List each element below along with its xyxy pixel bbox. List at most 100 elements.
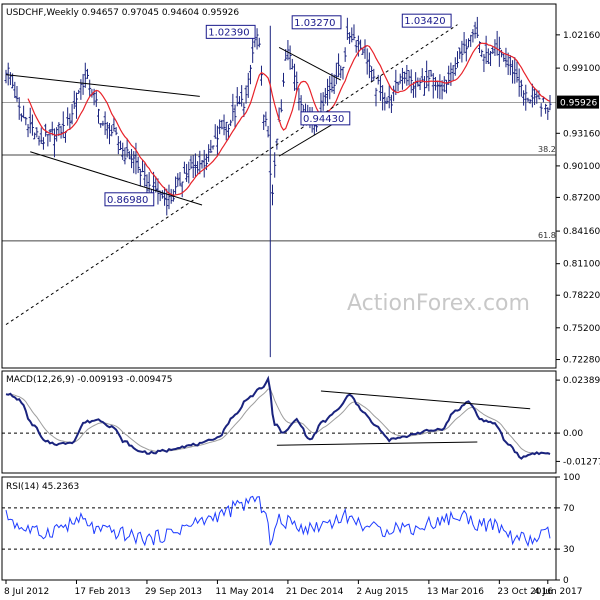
ohlc-bar [332,74,336,94]
ohlc-bar [35,127,39,138]
ohlc-bar [442,76,446,93]
ohlc-bar [110,125,114,137]
ohlc-bar [270,184,274,206]
ohlc-bar [229,119,233,127]
ohlc-bar [420,68,424,83]
ohlc-bar [141,159,145,173]
ohlc-bar [103,111,107,136]
ohlc-bar [328,76,332,100]
ohlc-bar [125,138,129,158]
price-tick-label: 0.99100 [563,64,600,74]
ohlc-bar [436,81,440,99]
ohlc-bar [330,73,334,93]
ohlc-bar [116,136,120,155]
macd-trend-line [276,441,478,446]
ohlc-bar [88,79,92,97]
ohlc-bar [334,62,338,85]
x-axis: 8 Jul 2012 17 Feb 2013 29 Sep 2013 11 May 2… [4,580,582,597]
rsi-title: RSI(14) 45.2363 [6,482,79,492]
price-tick-label: 0.75200 [563,324,600,334]
rsi-pane: 100 70 30 0 [2,473,580,586]
price-label-text: 0.94430 [303,114,344,125]
ohlc-bar [30,114,34,136]
ohlc-bar [288,45,292,70]
ohlc-bar [460,40,464,63]
ohlc-bar [215,125,219,156]
x-tick-label: 13 Mar 2016 [427,587,484,597]
ohlc-bar [524,84,528,111]
ohlc-bar [24,116,28,126]
ohlc-bar [13,81,17,99]
ohlc-bar [508,55,512,76]
ohlc-bar [444,79,448,94]
macd-tick-label: -0.012772 [563,457,600,467]
ohlc-bar [273,152,277,178]
ohlc-bar [537,90,541,100]
ohlc-bar [19,113,23,122]
x-tick-label: 4 Jun 2017 [534,587,582,597]
ohlc-bar [259,65,263,86]
ohlc-bar [352,24,356,41]
ohlc-bar [522,90,526,106]
macd-tick-label: 0.023894 [563,376,600,386]
ohlc-bar [174,176,178,195]
ohlc-bar [392,85,396,102]
ohlc-bar [337,53,341,78]
ohlc-bar [268,25,272,358]
ohlc-bar [354,40,358,53]
ohlc-bar [200,160,204,169]
ohlc-bar [290,58,294,70]
fib-level-label: 61.8 [538,231,556,240]
ohlc-bar [502,53,506,62]
ohlc-bar [72,90,76,109]
ohlc-bar [530,83,534,108]
price-pane: 1.02160 0.99100 0.93160 0.90100 0.87200 0.841… [2,13,600,366]
ohlc-bar [246,72,250,98]
price-title: USDCHF,Weekly 0.94657 0.97045 0.94604 0.… [6,8,239,18]
ohlc-bar [473,21,477,39]
price-tick-label: 0.90100 [563,162,600,172]
macd-signal-line [5,388,551,454]
ohlc-bar [220,119,224,130]
ohlc-bar [447,65,451,85]
x-tick-label: 29 Sep 2013 [145,587,202,597]
ohlc-bar [114,127,118,136]
ohlc-bar [160,190,164,199]
price-frame [1,3,557,369]
ohlc-bar [526,97,530,102]
ohlc-bar [484,35,488,64]
rsi-line [5,495,551,548]
ohlc-bar [464,39,468,62]
price-label-text: 1.03270 [294,18,335,29]
ohlc-bar [39,127,43,144]
ohlc-bar [134,142,138,175]
ohlc-bar [297,88,301,111]
ohlc-bar [431,73,435,99]
ohlc-bar [163,187,167,206]
ohlc-bar [85,68,89,79]
ohlc-bar [418,77,422,91]
ohlc-bar [15,86,19,102]
price-label-frame [104,192,155,207]
ohlc-bar [462,32,466,54]
ohlc-bar [255,28,259,50]
ohlc-bar [235,87,239,107]
price-label-text: 1.03420 [404,16,445,27]
fib-level-label: 38.2 [538,145,556,154]
ohlc-bar [240,85,244,107]
price-label-text: 1.02390 [208,27,249,38]
ohlc-bar [396,81,400,92]
price-label-frame [205,24,256,39]
ohlc-bar [403,71,407,84]
rsi-tick-label: 100 [563,473,580,483]
ohlc-bar [233,104,237,128]
ohlc-bar [17,97,21,120]
ohlc-bar [400,67,404,90]
ohlc-bar [425,60,429,89]
rsi-tick-label: 0 [563,576,569,586]
ohlc-bar [222,114,226,136]
ohlc-bar [253,39,257,48]
ohlc-bar [455,51,459,68]
